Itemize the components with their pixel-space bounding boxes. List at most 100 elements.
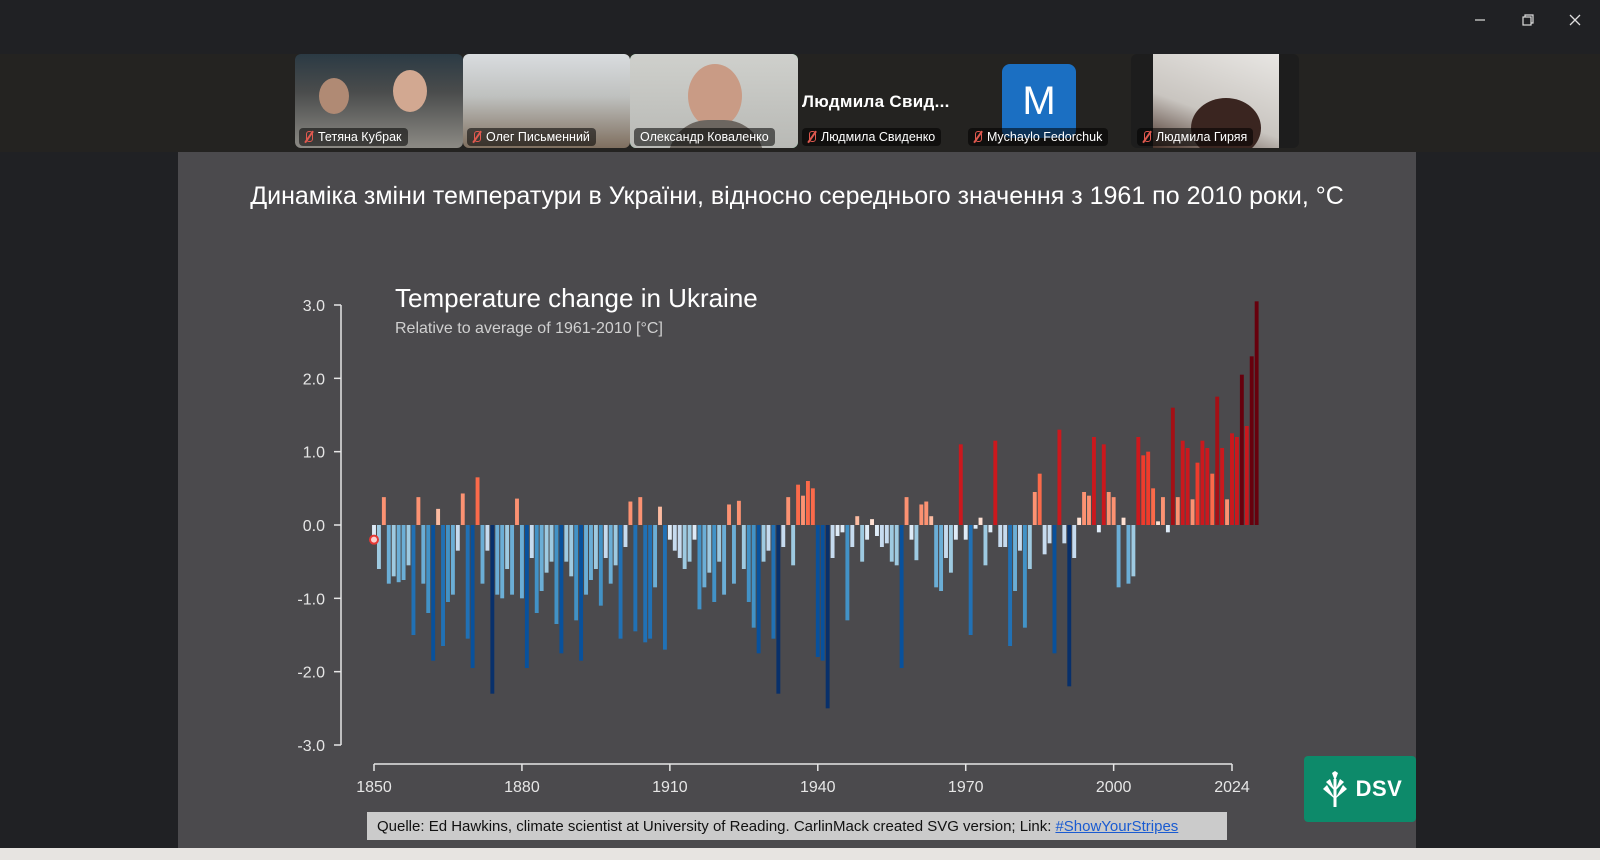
- chart-axes: 3.0 2.0 1.0 0.0 -1.0 -2.0 -3.0 1850 1880 1910 1940…: [297, 298, 1249, 796]
- chart-bar: [968, 525, 973, 635]
- participant-tile[interactable]: Олег Письменний: [463, 54, 630, 148]
- participant-name: Mychaylo Fedorchuk: [987, 130, 1103, 144]
- chart-bar: [1156, 521, 1160, 525]
- chart-bar: [421, 525, 426, 584]
- chart-bar: [396, 525, 401, 583]
- chart-bar: [712, 525, 717, 602]
- mic-off-icon: [1141, 130, 1152, 144]
- chart-bar: [825, 525, 830, 709]
- restore-button[interactable]: [1508, 6, 1548, 34]
- chart-bar: [539, 525, 544, 591]
- dsv-logo: DSV: [1304, 756, 1416, 822]
- chart-bar: [978, 517, 983, 525]
- x-tick-label: 1970: [948, 779, 984, 796]
- chart-bar: [815, 525, 820, 657]
- chart-bar: [953, 525, 958, 540]
- y-tick-label: -1.0: [297, 591, 325, 608]
- chart-bar: [889, 525, 894, 562]
- chart-bar: [860, 525, 865, 562]
- x-tick-label: 1880: [504, 779, 540, 796]
- chart-bar: [761, 525, 766, 562]
- logo-text: DSV: [1355, 776, 1403, 801]
- chart-bar: [1096, 525, 1101, 533]
- chart-bar: [820, 525, 825, 661]
- source-note: Quelle: Ed Hawkins, climate scientist at…: [367, 812, 1227, 840]
- chart-bar: [1165, 525, 1170, 533]
- minimize-button[interactable]: [1460, 6, 1500, 34]
- chart-bar: [1151, 488, 1156, 525]
- taskbar-edge: [0, 848, 1600, 860]
- chart-bar: [1225, 499, 1230, 525]
- participant-tile[interactable]: Людмила Свид... Людмила Свиденко: [798, 54, 964, 148]
- chart-bar: [766, 525, 771, 551]
- chart-bar: [988, 525, 993, 533]
- chart-bar: [455, 525, 460, 551]
- chart-bar: [736, 500, 741, 525]
- chart-bar: [623, 525, 628, 547]
- chart-bar: [855, 516, 860, 525]
- participant-tile[interactable]: Людмила Гиряя: [1131, 54, 1299, 148]
- x-tick-label: 2024: [1214, 779, 1250, 796]
- chart-bar: [677, 525, 682, 558]
- participant-name-tag: Людмила Свиденко: [802, 128, 942, 146]
- chart-bar: [603, 525, 608, 558]
- chart-bar: [810, 488, 815, 525]
- chart-bar: [593, 525, 598, 569]
- chart-bar: [416, 497, 421, 525]
- participant-tile[interactable]: Тетяна Кубрак: [295, 54, 463, 148]
- chart-bar: [786, 497, 791, 525]
- x-tick-label: 1850: [356, 779, 392, 796]
- chart-bar: [904, 497, 909, 525]
- participant-strip: Тетяна Кубрак Олег Письменний Олександр …: [0, 54, 1600, 152]
- close-button[interactable]: [1555, 6, 1595, 34]
- chart-bar: [687, 525, 692, 562]
- chart-bar: [544, 525, 549, 573]
- chart-bar: [781, 525, 786, 547]
- chart-bar: [1087, 495, 1091, 525]
- chart-bar: [1042, 525, 1047, 555]
- chart-bar: [963, 525, 968, 540]
- chart-bar: [879, 525, 884, 547]
- participant-name-tag: Олег Письменний: [467, 128, 596, 146]
- chart-bar: [707, 525, 712, 573]
- chart-bar: [884, 525, 889, 544]
- y-tick-label: 1.0: [303, 445, 325, 462]
- chart-bar: [697, 525, 702, 610]
- chart-bar: [672, 525, 677, 551]
- chart-bar: [1003, 525, 1008, 547]
- chart-bar: [865, 525, 870, 540]
- participant-tile-active[interactable]: Олександр Коваленко: [630, 54, 798, 148]
- chart-bar: [386, 525, 391, 584]
- chart-subtitle: Relative to average of 1961-2010 [°C]: [395, 320, 663, 337]
- y-tick-label: 3.0: [303, 298, 325, 315]
- y-tick-label: 2.0: [303, 371, 325, 388]
- chart-bar: [1032, 492, 1037, 525]
- chart-bar: [643, 525, 648, 643]
- chart-bar: [653, 525, 658, 588]
- chart-bar: [450, 525, 455, 595]
- chart-bar: [1200, 440, 1205, 525]
- participant-tile[interactable]: M Mychaylo Fedorchuk: [964, 54, 1131, 148]
- chart-bar: [1027, 525, 1032, 569]
- mic-off-icon: [471, 130, 482, 144]
- chart-bar: [1101, 444, 1106, 525]
- chart-bar: [613, 525, 618, 566]
- participant-face: [319, 78, 349, 114]
- chart-bar: [554, 525, 559, 624]
- chart-bar: [756, 525, 761, 654]
- shared-slide: Динаміка зміни температури в України, ві…: [178, 152, 1416, 848]
- chart-bar: [401, 525, 406, 580]
- chart-bar: [919, 504, 924, 525]
- chart-bar: [1126, 525, 1131, 584]
- chart-bar: [524, 525, 529, 668]
- participant-name-tag: Тетяна Кубрак: [299, 128, 408, 146]
- chart-bar: [1195, 462, 1200, 525]
- chart-bar: [1239, 374, 1244, 525]
- chart-bar: [633, 525, 638, 632]
- chart-bar: [796, 484, 801, 525]
- source-link[interactable]: #ShowYourStripes: [1055, 817, 1179, 835]
- participant-name-tag: Олександр Коваленко: [634, 128, 775, 146]
- chart-bar: [845, 525, 850, 621]
- chart-bar: [1180, 440, 1185, 525]
- chart-bar: [1067, 525, 1072, 687]
